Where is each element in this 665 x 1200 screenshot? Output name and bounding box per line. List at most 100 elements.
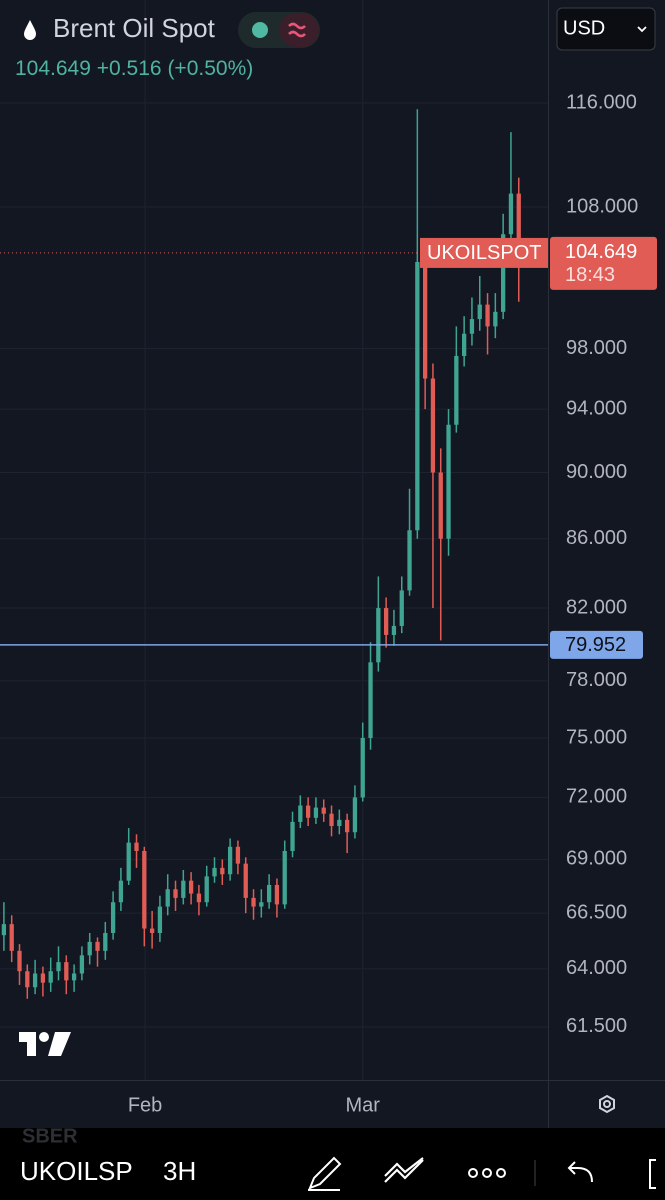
price-tag: UKOILSPOT [427, 242, 541, 264]
price-change-pct: (+0.50%) [167, 57, 253, 80]
candle-body [259, 902, 264, 907]
dropdown-caret [637, 26, 647, 33]
candle-body [71, 973, 77, 981]
toolbar [0, 1128, 665, 1200]
candle-body [126, 842, 131, 881]
candle-body [376, 608, 381, 663]
candle-body [485, 304, 490, 327]
y-tick-label: 82.000 [566, 596, 627, 618]
candle-body [235, 846, 241, 864]
candle-body [399, 590, 404, 626]
last-price-box [550, 236, 657, 290]
logo-part [19, 1032, 36, 1056]
candle-body [251, 897, 256, 907]
symbol-title[interactable]: Brent Oil Spot [53, 13, 216, 43]
background [0, 0, 665, 1128]
status-badge [279, 13, 319, 47]
candle-body [17, 950, 22, 972]
hline-label-box [550, 630, 643, 659]
settings-icon-center [603, 1100, 611, 1108]
candle-body [142, 850, 147, 929]
y-tick-label: 116.000 [566, 91, 637, 113]
candle-body [352, 797, 358, 833]
candle-body [430, 378, 436, 473]
price-change: +0.516 [97, 57, 162, 80]
y-tick-label: 61.500 [566, 1015, 627, 1037]
y-tick-label: 78.000 [566, 669, 627, 691]
candle-body [149, 928, 155, 933]
candle-body [212, 867, 217, 877]
candle-body [157, 906, 163, 933]
candle-body [360, 737, 365, 798]
ghost-symbol: SBER [22, 1125, 78, 1147]
candle-body [64, 962, 69, 981]
candle-body [454, 355, 459, 425]
y-tick-label: 98.000 [566, 337, 627, 359]
candle-body [469, 319, 475, 334]
y-tick-label: 90.000 [566, 461, 627, 483]
fullscreen-button[interactable] [649, 1159, 656, 1189]
price-line: 104.649 +0.516 (+0.50%) [15, 57, 253, 80]
candle-body [477, 304, 482, 320]
candle-body [134, 842, 139, 851]
candle-body [9, 924, 14, 951]
y-tick-label: 66.500 [566, 901, 627, 923]
currency-label: USD [563, 17, 605, 39]
candle-body [266, 884, 272, 903]
plot [0, 109, 548, 999]
x-tick-label: Feb [128, 1094, 162, 1116]
candle-body [493, 311, 498, 327]
candle-body [40, 973, 46, 983]
candle-body [313, 807, 319, 818]
oil-icon [24, 20, 36, 40]
y-tick-label: 108.000 [566, 195, 638, 217]
currency-select[interactable] [556, 7, 656, 51]
x-tick-label: Mar [346, 1094, 381, 1116]
candle-body [321, 807, 326, 814]
candle-body [422, 261, 428, 379]
settings-button[interactable] [599, 1094, 615, 1114]
candle-body [227, 846, 233, 875]
candle-body [103, 932, 108, 951]
candle-body [188, 880, 194, 894]
y-tick-label: 69.000 [566, 848, 627, 870]
candle-body [391, 625, 397, 635]
indicators-button[interactable] [384, 1157, 424, 1183]
last-price-label: 104.649 [565, 241, 637, 263]
toolbar-interval[interactable]: 3H [163, 1156, 196, 1186]
logo-part [48, 1032, 71, 1056]
candle-body [501, 234, 506, 312]
candle-body [415, 261, 420, 531]
y-tick-label: 75.000 [566, 726, 627, 748]
candle-body [118, 880, 124, 903]
candle-body [282, 850, 287, 905]
candle-body [196, 893, 202, 903]
toolbar-symbol[interactable]: UKOILSP [20, 1156, 133, 1186]
candle-body [383, 608, 389, 635]
y-tick-label: 72.000 [566, 786, 627, 808]
price-tag-box [420, 237, 548, 268]
hline-label: 79.952 [565, 634, 626, 656]
candle-body [290, 821, 295, 851]
more-button[interactable] [468, 1168, 506, 1178]
dot [496, 1168, 506, 1178]
candle-body [110, 902, 116, 933]
candle-body [87, 941, 92, 956]
candle-body [508, 193, 514, 235]
candle-body [516, 193, 521, 253]
candle-body [243, 863, 248, 898]
y-tick-label: 94.000 [566, 397, 627, 419]
y-tick-label: 86.000 [566, 527, 627, 549]
dot [468, 1168, 478, 1178]
candle-body [48, 971, 53, 983]
candle-body [298, 805, 303, 822]
candle-body [165, 889, 170, 907]
candle-body [274, 884, 280, 905]
draw-tool-button[interactable] [308, 1156, 342, 1191]
delayed-icon [288, 22, 306, 38]
candle-body [329, 813, 334, 827]
undo-button[interactable] [567, 1161, 593, 1183]
market-open-dot [252, 22, 268, 38]
